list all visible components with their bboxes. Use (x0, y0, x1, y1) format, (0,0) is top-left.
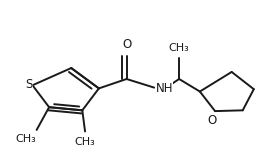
Text: O: O (208, 114, 217, 127)
Text: O: O (122, 38, 131, 51)
Text: CH₃: CH₃ (15, 134, 36, 143)
Text: S: S (26, 78, 33, 91)
Text: CH₃: CH₃ (169, 43, 190, 53)
Text: CH₃: CH₃ (75, 137, 95, 147)
Text: NH: NH (156, 82, 173, 95)
